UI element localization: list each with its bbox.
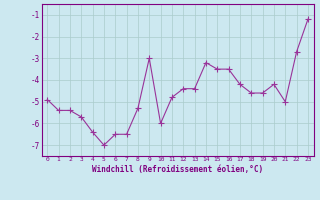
X-axis label: Windchill (Refroidissement éolien,°C): Windchill (Refroidissement éolien,°C) — [92, 165, 263, 174]
